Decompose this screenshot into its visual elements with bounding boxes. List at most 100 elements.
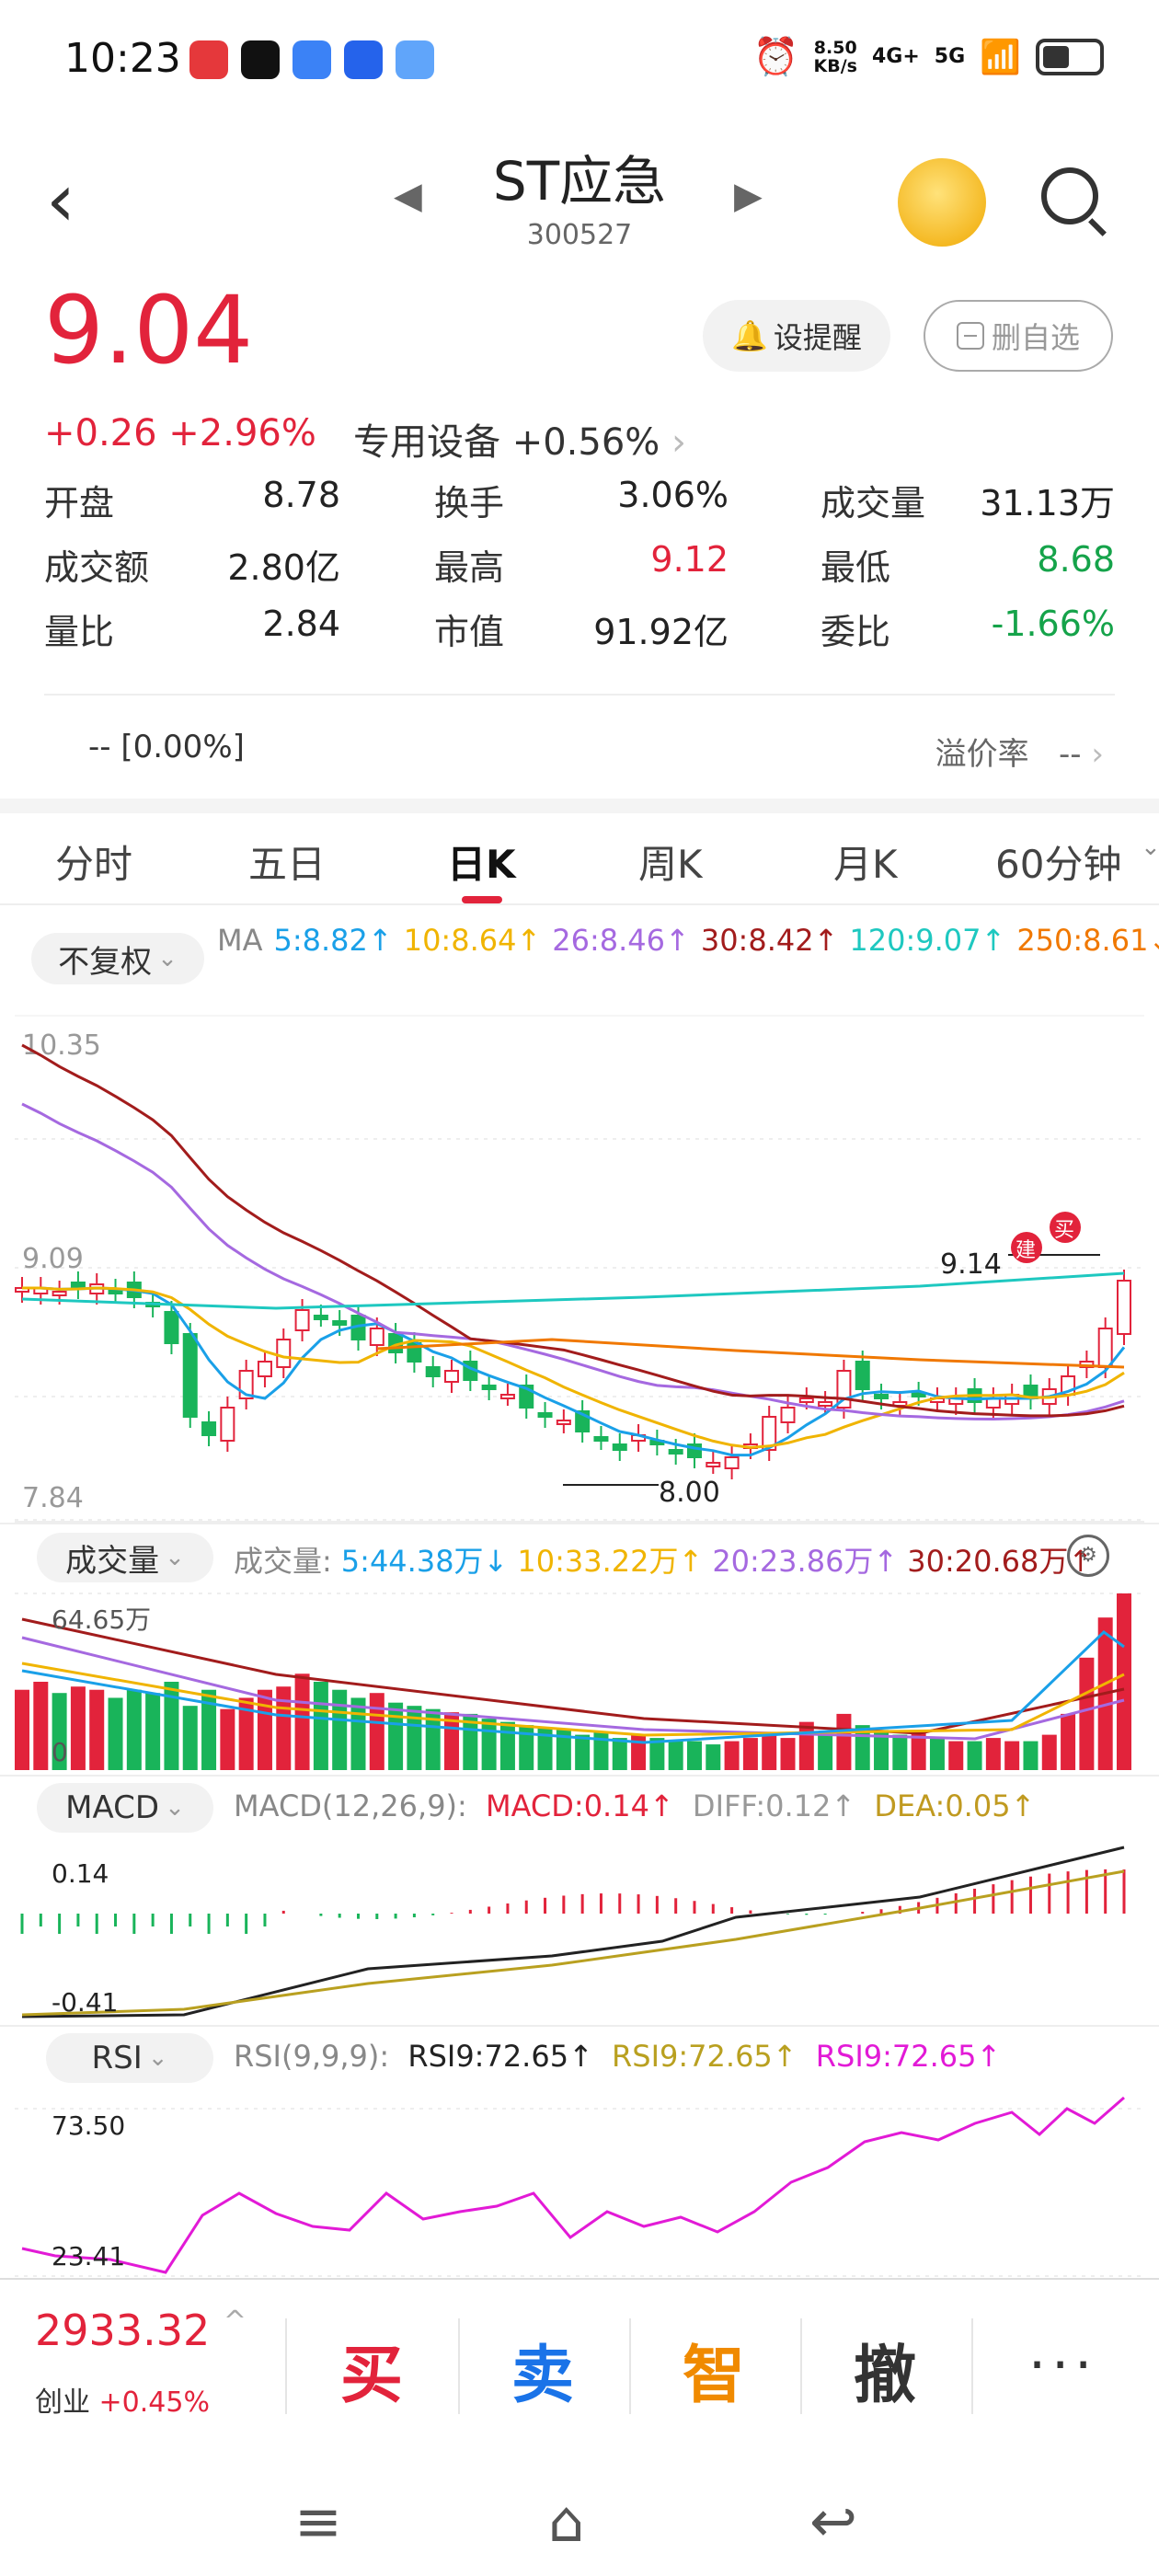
diff-value: DIFF:0.12↑ [692, 1788, 856, 1823]
back-button[interactable]: ‹ [46, 157, 75, 243]
divider [800, 2318, 802, 2414]
candle-body [444, 1370, 460, 1383]
volume-bar [407, 1706, 422, 1770]
volume-bar [481, 1719, 497, 1770]
sector-link[interactable]: 专用设备 +0.56% › [353, 412, 686, 466]
tab-5[interactable]: 60分钟 [995, 842, 1122, 887]
signal-4g-icon: 4G+ [871, 45, 920, 68]
volume-bar [631, 1734, 647, 1770]
index-name-text: 创业 [35, 2386, 90, 2419]
quote-label: 换手 [434, 483, 505, 523]
candle-body [70, 1282, 86, 1289]
ma-legend: MA 5:8.82↑ 10:8.64↑ 26:8.46↑ 30:8.42↑ 120:9.0… [217, 922, 1159, 959]
macd-legend: MACD(12,26,9): MACD:0.14↑ DIFF:0.12↑ DEA… [234, 1788, 1044, 1823]
divider [44, 694, 1115, 696]
ma250-line [376, 1338, 1125, 1369]
volume-bar [742, 1738, 758, 1770]
quote-label: 最低 [820, 547, 891, 588]
candle-body [332, 1320, 348, 1326]
quote-label: 委比 [820, 612, 891, 652]
volume-bar [15, 1689, 29, 1770]
candle-body [818, 1401, 833, 1407]
volume-bar [929, 1738, 945, 1770]
ma-value: 26:8.46↑ [552, 923, 690, 958]
rsi-selector[interactable]: RSI ⌄ [46, 2033, 213, 2083]
remove-watchlist-label: 删自选 [991, 320, 1080, 355]
mascot-icon[interactable] [898, 158, 986, 247]
sell-button[interactable]: 卖 [511, 2340, 575, 2412]
candle-body [1097, 1328, 1113, 1368]
quote-value: 91.92亿 [593, 612, 729, 652]
volume-bar [220, 1708, 235, 1770]
chevron-down-icon[interactable]: ⌄ [1141, 834, 1159, 861]
vol-ma5-line [21, 1630, 1125, 1744]
search-icon[interactable] [1041, 167, 1098, 224]
settings-icon[interactable]: ⚙ [1067, 1535, 1109, 1577]
tab-1[interactable]: 五日 [248, 842, 327, 887]
premium-rate[interactable]: 溢价率 -- › [935, 729, 1104, 774]
rsi-line [21, 2096, 1125, 2274]
premium-value-left: -- [0.00%] [88, 729, 245, 765]
macd-selector[interactable]: MACD ⌄ [37, 1783, 213, 1833]
buy-button[interactable]: 买 [340, 2340, 404, 2412]
volume-bar [537, 1728, 553, 1770]
ma26-line [21, 1102, 1125, 1421]
set-alert-button[interactable]: 🔔 设提醒 [703, 300, 890, 372]
ma-value: 120:9.07↑ [849, 923, 1006, 958]
chevron-down-icon: ⌄ [165, 1544, 185, 1571]
volume-bar [649, 1738, 665, 1770]
candle-body [201, 1421, 217, 1436]
index-value[interactable]: 2933.32 ^ [35, 2306, 247, 2355]
volume-bar [201, 1689, 217, 1770]
ma30-line [21, 1043, 1125, 1418]
volume-selector[interactable]: 成交量 ⌄ [37, 1533, 213, 1582]
tab-4[interactable]: 月K [833, 842, 898, 887]
prev-stock-button[interactable]: ◀ [394, 175, 422, 217]
chevron-down-icon: ⌄ [157, 945, 178, 972]
volume-bar [686, 1741, 702, 1770]
index-change: +0.45% [98, 2386, 210, 2419]
chevron-right-icon: › [1091, 736, 1104, 773]
more-button[interactable]: ··· [1028, 2333, 1098, 2398]
signal-5g-icon: 5G [934, 45, 966, 68]
volume-bar [350, 1697, 366, 1770]
volume-bar [1079, 1657, 1095, 1770]
volume-bar [706, 1744, 721, 1770]
volume-bar [519, 1725, 534, 1770]
macd-params: MACD(12,26,9): [234, 1788, 467, 1823]
tab-3[interactable]: 周K [638, 842, 703, 887]
kline-chart[interactable]: 10.35 9.09 7.84 9.14 8.00 建买 64.65万 0 0.14 -0.41 7… [0, 1012, 1159, 2278]
next-stock-button[interactable]: ▶ [734, 175, 763, 217]
candle-body [593, 1436, 609, 1442]
quote-label: 开盘 [44, 483, 115, 523]
volume-bar [780, 1738, 796, 1770]
volume-bar [499, 1721, 515, 1770]
min-price-label: 8.00 [659, 1477, 720, 1509]
tab-0[interactable]: 分时 [55, 842, 133, 887]
menu-icon[interactable]: ≡ [294, 2488, 342, 2555]
badge-jian-text: 建 [1016, 1239, 1036, 1262]
volume-ma-value: 10:33.22万↑ [517, 1544, 704, 1579]
app-icon [293, 40, 331, 79]
quote-value: 8.78 [262, 475, 340, 515]
stock-code: 300527 [526, 219, 633, 251]
candle-body [874, 1394, 889, 1399]
candle-body [276, 1339, 292, 1368]
app-icon [241, 40, 280, 79]
quote-label: 市值 [434, 612, 505, 652]
ma-value: 30:8.42↑ [700, 923, 839, 958]
tab-2[interactable]: 日K [447, 842, 516, 887]
volume-bar [164, 1682, 179, 1770]
remove-watchlist-button[interactable]: 删自选 [924, 300, 1113, 372]
chart-period-tabs: 分时 五日 日K 周K 月K 60分钟 ⌄ [0, 813, 1159, 905]
home-icon[interactable]: ⌂ [548, 2488, 585, 2555]
divider [629, 2318, 631, 2414]
ma-value: 10:8.64↑ [403, 923, 542, 958]
back-nav-icon[interactable]: ↩ [809, 2488, 857, 2555]
adjustment-selector[interactable]: 不复权 ⌄ [31, 933, 204, 984]
quote-row: 量比 2.84 市值 91.92亿 委比 -1.66% [44, 604, 1119, 668]
volume-bar [612, 1738, 627, 1770]
candle-body [706, 1462, 721, 1467]
cancel-order-button[interactable]: 撤 [854, 2340, 917, 2412]
smart-button[interactable]: 智 [683, 2340, 746, 2412]
